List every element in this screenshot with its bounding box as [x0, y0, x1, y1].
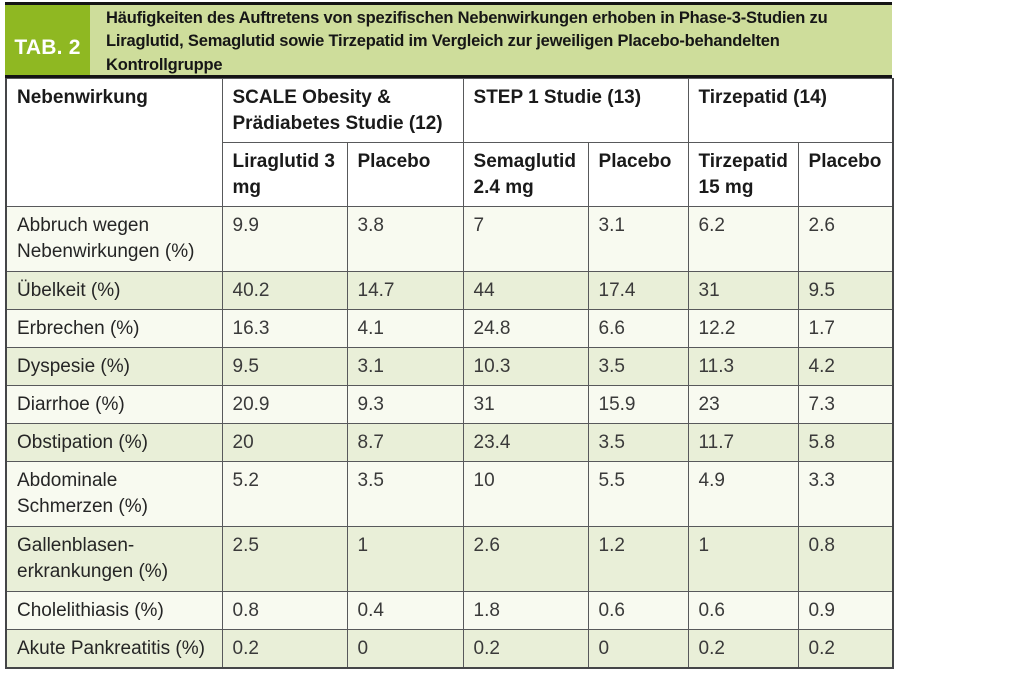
table-row: Cholelithiasis (%) 0.8 0.4 1.8 0.6 0.6 0… — [5, 591, 894, 630]
arm-header-liraglutid: Liraglutid 3 mg — [221, 142, 348, 207]
value-cell: 6.6 — [587, 309, 689, 348]
table-row: Abbruch wegen Nebenwirkungen (%) 9.9 3.8… — [5, 206, 894, 272]
value-cell: 1.8 — [462, 591, 589, 630]
value-cell: 3.8 — [346, 206, 464, 272]
value-cell: 6.2 — [687, 206, 799, 272]
value-cell: 1.7 — [797, 309, 894, 348]
value-cell: 0.2 — [687, 629, 799, 669]
value-cell: 24.8 — [462, 309, 589, 348]
arm-header-placebo-1: Placebo — [346, 142, 464, 207]
value-cell: 23.4 — [462, 423, 589, 462]
arm-header-placebo-3: Placebo — [797, 142, 894, 207]
table-row: Gallenblasen­erkrankungen (%) 2.5 1 2.6 … — [5, 526, 894, 592]
value-cell: 0.9 — [797, 591, 894, 630]
value-cell: 4.1 — [346, 309, 464, 348]
arm-header-semaglutid: Semaglutid 2.4 mg — [462, 142, 589, 207]
value-cell: 0 — [346, 629, 464, 669]
study-header-scale: SCALE Obesity & Prädiabetes Studie (12) — [221, 78, 464, 143]
value-cell: 4.9 — [687, 461, 799, 527]
value-cell: 1.2 — [587, 526, 689, 592]
value-cell: 44 — [462, 271, 589, 310]
study-header-row: Nebenwirkung SCALE Obesity & Prädiabetes… — [5, 78, 894, 207]
value-cell: 3.5 — [346, 461, 464, 527]
arm-header-tirzepatid15: Tirzepatid 15 mg — [687, 142, 799, 207]
figure-title-panel: Häufigkeiten des Auftretens von spezifis… — [90, 5, 892, 75]
figure-title: Häufigkeiten des Auftretens von spezifis… — [106, 9, 828, 74]
value-cell: 11.7 — [687, 423, 799, 462]
value-cell: 5.2 — [221, 461, 348, 527]
arm-header-row: Liraglutid 3 mg Placebo Semaglutid 2.4 m… — [6, 142, 894, 207]
value-cell: 11.3 — [687, 347, 799, 386]
value-cell: 0.2 — [797, 629, 894, 669]
value-cell: 17.4 — [587, 271, 689, 310]
value-cell: 15.9 — [587, 385, 689, 424]
value-cell: 31 — [687, 271, 799, 310]
row-label: Cholelithiasis (%) — [5, 591, 223, 630]
row-label: Abbruch wegen Nebenwirkungen (%) — [5, 206, 223, 272]
side-effects-table: Nebenwirkung SCALE Obesity & Prädiabetes… — [5, 78, 895, 669]
value-cell: 2.6 — [797, 206, 894, 272]
table-row: Akute Pankreatitis (%) 0.2 0 0.2 0 0.2 0… — [5, 629, 894, 669]
value-cell: 0.8 — [221, 591, 348, 630]
value-cell: 0.4 — [346, 591, 464, 630]
value-cell: 3.3 — [797, 461, 894, 527]
value-cell: 5.5 — [587, 461, 689, 527]
value-cell: 10.3 — [462, 347, 589, 386]
value-cell: 0.2 — [462, 629, 589, 669]
row-label: Gallenblasen­erkrankungen (%) — [5, 526, 223, 592]
table-row: Diarrhoe (%) 20.9 9.3 31 15.9 23 7.3 — [5, 385, 894, 424]
table-row: Abdominale Schmerzen (%) 5.2 3.5 10 5.5 … — [5, 461, 894, 527]
row-label: Akute Pankreatitis (%) — [5, 629, 223, 669]
study-header-step1: STEP 1 Studie (13) — [462, 78, 689, 143]
row-label: Diarrhoe (%) — [5, 385, 223, 424]
value-cell: 0.6 — [687, 591, 799, 630]
value-cell: 7 — [462, 206, 589, 272]
table-row: Übelkeit (%) 40.2 14.7 44 17.4 31 9.5 — [5, 271, 894, 310]
arm-header-placebo-2: Placebo — [587, 142, 689, 207]
value-cell: 1 — [687, 526, 799, 592]
value-cell: 9.9 — [221, 206, 348, 272]
value-cell: 16.3 — [221, 309, 348, 348]
value-cell: 14.7 — [346, 271, 464, 310]
value-cell: 20.9 — [221, 385, 348, 424]
table-figure: TAB. 2 Häufigkeiten des Auftretens von s… — [5, 2, 895, 669]
value-cell: 0 — [587, 629, 689, 669]
study-header-tirzepatid: Tirzepatid (14) — [687, 78, 894, 143]
row-label: Abdominale Schmerzen (%) — [5, 461, 223, 527]
value-cell: 3.1 — [587, 206, 689, 272]
value-cell: 0.8 — [797, 526, 894, 592]
value-cell: 3.5 — [587, 347, 689, 386]
value-cell: 3.5 — [587, 423, 689, 462]
value-cell: 10 — [462, 461, 589, 527]
row-label: Erbrechen (%) — [5, 309, 223, 348]
value-cell: 0.2 — [221, 629, 348, 669]
row-label: Obstipation (%) — [5, 423, 223, 462]
value-cell: 40.2 — [221, 271, 348, 310]
value-cell: 2.5 — [221, 526, 348, 592]
value-cell: 20 — [221, 423, 348, 462]
value-cell: 5.8 — [797, 423, 894, 462]
value-cell: 9.5 — [797, 271, 894, 310]
table-number-badge: TAB. 2 — [5, 5, 90, 75]
value-cell: 31 — [462, 385, 589, 424]
table-row: Erbrechen (%) 16.3 4.1 24.8 6.6 12.2 1.7 — [5, 309, 894, 348]
value-cell: 8.7 — [346, 423, 464, 462]
row-label: Dyspesie (%) — [5, 347, 223, 386]
row-label: Übelkeit (%) — [5, 271, 223, 310]
value-cell: 1 — [346, 526, 464, 592]
value-cell: 23 — [687, 385, 799, 424]
value-cell: 4.2 — [797, 347, 894, 386]
value-cell: 3.1 — [346, 347, 464, 386]
column-header-nebenwirkung: Nebenwirkung — [5, 78, 223, 207]
value-cell: 7.3 — [797, 385, 894, 424]
figure-header: TAB. 2 Häufigkeiten des Auftretens von s… — [5, 2, 892, 78]
value-cell: 12.2 — [687, 309, 799, 348]
value-cell: 0.6 — [587, 591, 689, 630]
table-row: Dyspesie (%) 9.5 3.1 10.3 3.5 11.3 4.2 — [5, 347, 894, 386]
value-cell: 9.5 — [221, 347, 348, 386]
table-row: Obstipation (%) 20 8.7 23.4 3.5 11.7 5.8 — [5, 423, 894, 462]
value-cell: 9.3 — [346, 385, 464, 424]
value-cell: 2.6 — [462, 526, 589, 592]
